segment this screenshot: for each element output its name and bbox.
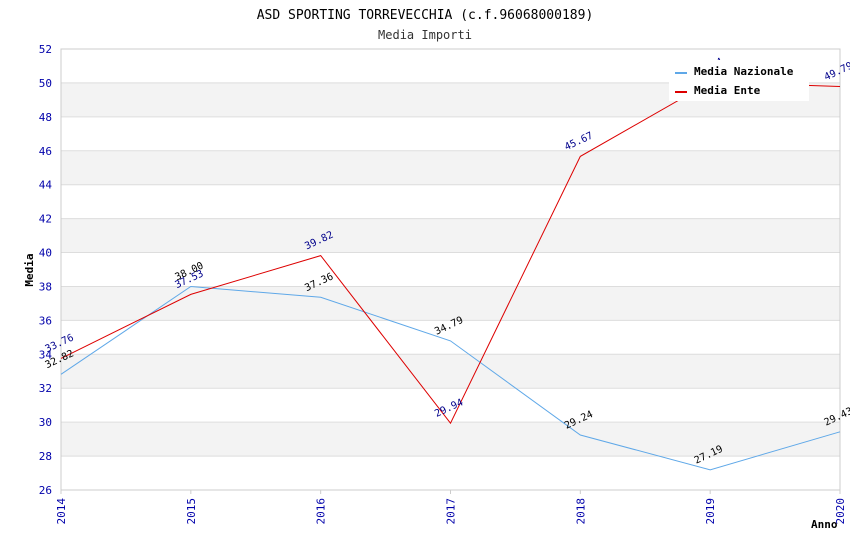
y-tick-label: 48 <box>39 111 52 124</box>
y-tick-label: 40 <box>39 247 52 260</box>
data-label-media-ente: 45.67 <box>563 130 595 153</box>
y-tick-label: 46 <box>39 145 52 158</box>
y-axis-ticks: 26 28 30 32 34 36 38 40 42 44 46 48 50 52 <box>39 43 53 497</box>
legend: Media Nazionale Media Ente <box>669 60 809 101</box>
grid-band <box>61 150 840 185</box>
grid-band <box>61 286 840 321</box>
y-tick-label: 50 <box>39 77 52 90</box>
x-axis-ticks: 2014 2015 2016 2017 2018 2019 2020 <box>55 490 847 525</box>
grid-band <box>61 354 840 389</box>
x-tick-label: 2016 <box>315 498 328 525</box>
y-tick-label: 28 <box>39 450 52 463</box>
legend-box <box>669 60 809 101</box>
y-axis-label: Media <box>23 253 36 286</box>
y-tick-label: 44 <box>39 179 53 192</box>
legend-label-media-nazionale: Media Nazionale <box>694 65 794 78</box>
y-tick-label: 32 <box>39 382 52 395</box>
chart-subtitle: Media Importi <box>378 28 472 42</box>
x-tick-label: 2019 <box>704 498 717 525</box>
x-tick-label: 2018 <box>574 498 587 525</box>
legend-label-media-ente: Media Ente <box>694 84 761 97</box>
x-axis-label: Anno <box>811 518 838 531</box>
y-tick-label: 42 <box>39 213 52 226</box>
chart-title: ASD SPORTING TORREVECCHIA (c.f.960680001… <box>257 8 594 23</box>
y-tick-label: 26 <box>39 484 52 497</box>
x-tick-label: 2017 <box>445 498 458 525</box>
y-tick-label: 38 <box>39 280 52 293</box>
data-label-media-ente: 29.94 <box>433 397 465 420</box>
y-tick-label: 52 <box>39 43 52 56</box>
y-tick-label: 34 <box>39 348 53 361</box>
grid-lines <box>61 48 840 491</box>
x-tick-label: 2014 <box>55 498 68 525</box>
grid-band <box>61 218 840 253</box>
y-tick-label: 36 <box>39 314 52 327</box>
data-label-media-ente: 49.79 <box>823 61 850 84</box>
y-tick-label: 30 <box>39 416 52 429</box>
x-tick-label: 2020 <box>834 498 847 525</box>
grid-bands <box>61 82 840 457</box>
series-line-media-nazionale <box>60 285 841 471</box>
x-tick-label: 2015 <box>185 498 198 525</box>
grid-band <box>61 422 840 457</box>
